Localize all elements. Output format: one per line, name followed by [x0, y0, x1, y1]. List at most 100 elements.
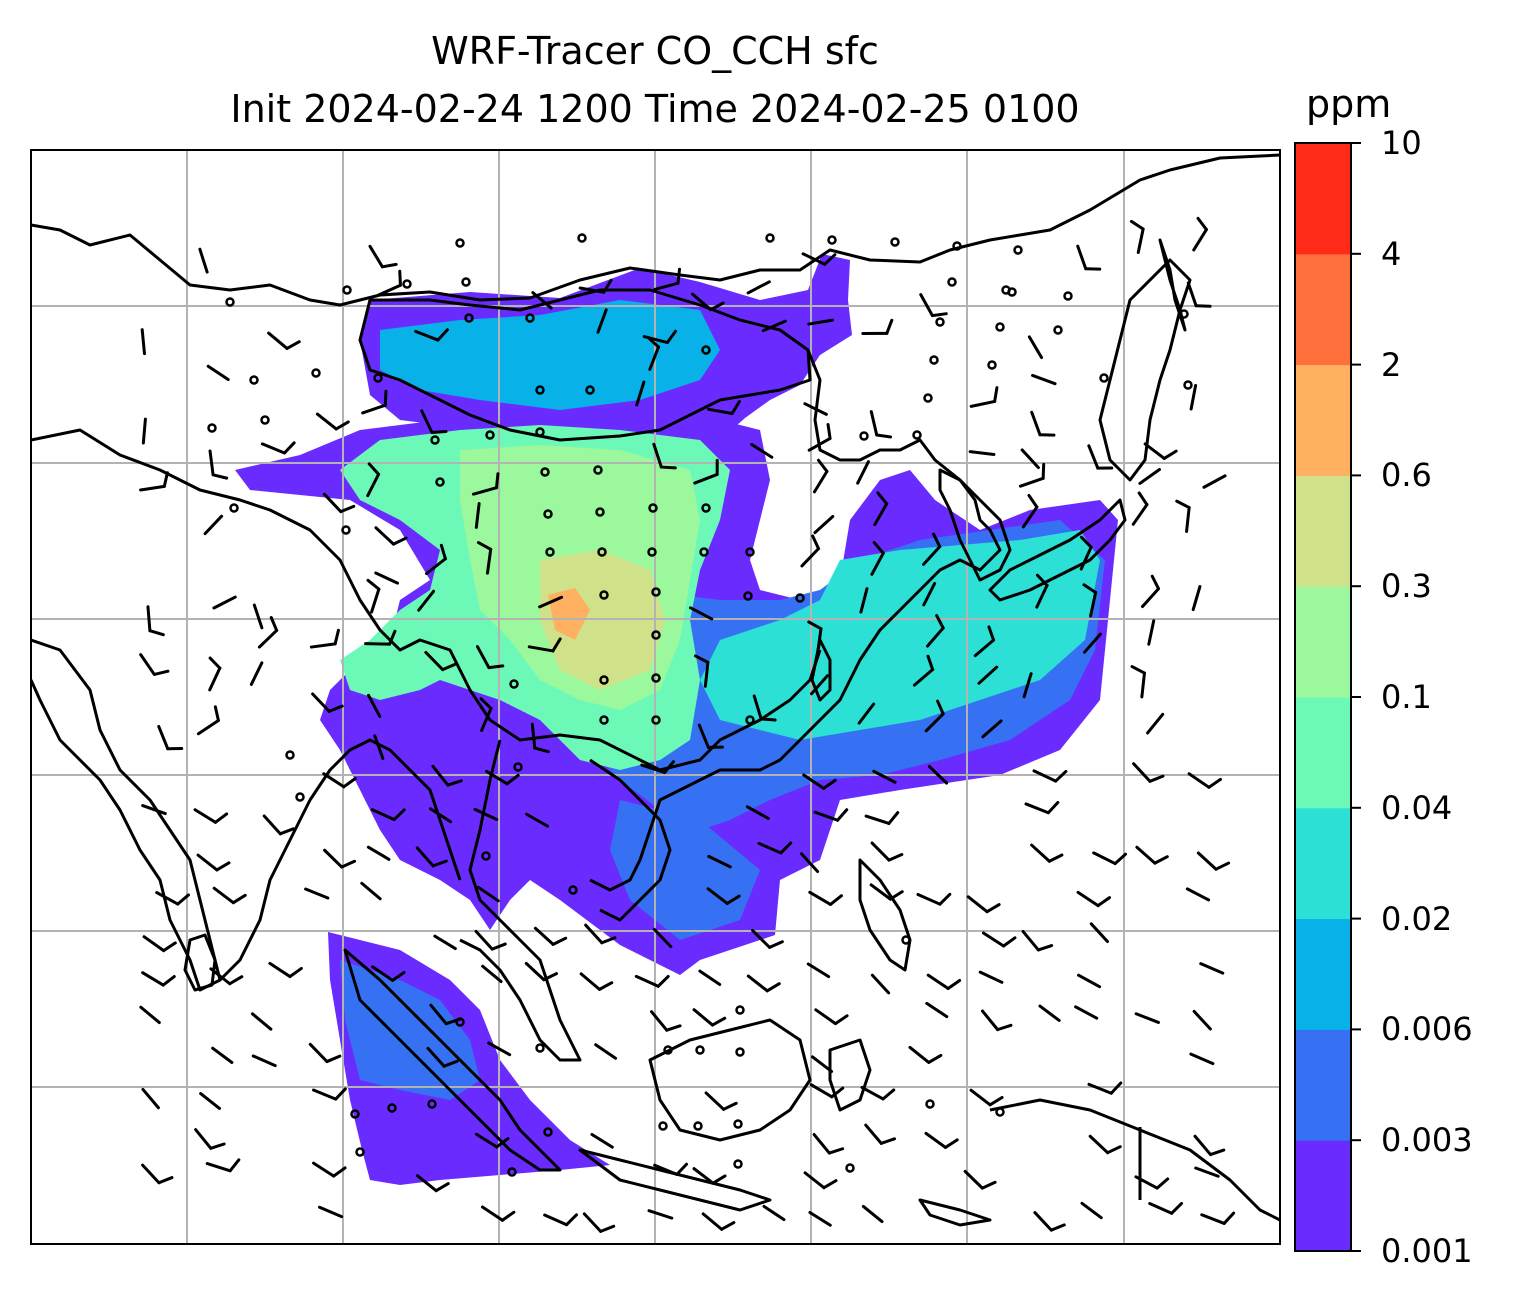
wind-barb-flag: [725, 894, 741, 905]
wind-barb-flag: [885, 318, 894, 335]
wind-barb-flag: [1175, 499, 1191, 510]
wind-barb-staff: [370, 587, 381, 614]
wind-barb-staff: [635, 380, 646, 407]
calm-wind-marker: [859, 431, 869, 441]
wind-barb-flag: [875, 433, 893, 439]
wind-barb-staff: [856, 460, 870, 485]
wind-barb-staff: [249, 661, 264, 686]
wind-barb-staff: [1087, 1082, 1113, 1095]
wind-barb-staff: [1189, 1052, 1215, 1066]
colorbar-ticks: [1351, 142, 1361, 1252]
wind-barb-staff: [367, 693, 382, 719]
wind-barb-flag: [759, 717, 777, 722]
calm-wind-marker: [735, 1047, 745, 1057]
coastline-sulawesi: [828, 1038, 872, 1112]
colorbar-segment: [1295, 1140, 1351, 1252]
wind-barb-flag: [476, 541, 493, 551]
coastline-china-east: [589, 349, 1002, 892]
calm-wind-marker: [355, 1147, 365, 1157]
colorbar-segment: [1295, 143, 1351, 255]
wind-barb-staff: [872, 769, 897, 784]
border-mongolia: [358, 288, 812, 442]
wind-barb-flag: [334, 420, 350, 431]
wind-barb-staff: [531, 291, 553, 310]
wind-barb-staff: [1089, 922, 1109, 943]
tracer-field: [235, 254, 1118, 1185]
wind-barb-staff: [318, 1205, 344, 1219]
wind-barb-staff: [429, 1003, 448, 1026]
calm-wind-marker: [699, 547, 709, 557]
wind-barb-staff: [691, 292, 713, 312]
calm-wind-marker: [585, 385, 595, 395]
colorbar-segment: [1295, 697, 1351, 809]
wind-barb-staff: [208, 449, 215, 477]
wind-barb-staff: [924, 712, 945, 733]
wind-barb-staff: [808, 1210, 832, 1227]
wind-barb-flag: [936, 699, 945, 716]
wind-barb-staff: [1076, 890, 1100, 908]
wind-barb-staff: [312, 1161, 336, 1178]
coastline-borneo: [648, 1018, 812, 1142]
wind-barb-flag: [693, 654, 710, 664]
calm-wind-marker: [485, 430, 495, 440]
calm-wind-marker: [577, 233, 587, 243]
wind-barb-staff: [1035, 583, 1049, 609]
calm-wind-marker: [543, 1127, 553, 1137]
wind-barb-staff: [377, 283, 402, 297]
colorbar-segment: [1295, 1029, 1351, 1141]
wind-barb-staff: [981, 931, 1006, 948]
wind-barb-flag: [441, 662, 458, 672]
wind-barb-flag: [431, 859, 448, 868]
wind-barb-staff: [647, 1209, 674, 1220]
wind-barb-staff: [198, 247, 209, 274]
wind-barb-flag: [391, 970, 406, 982]
wind-barb-flag: [1035, 573, 1049, 587]
wind-barb-staff: [1148, 1202, 1174, 1215]
wind-barb-flag: [162, 471, 169, 488]
wind-barb-flag: [1153, 855, 1169, 865]
wind-barb-staff: [141, 804, 167, 816]
calm-wind-marker: [651, 673, 661, 683]
wind-barb-flag: [215, 861, 231, 872]
wind-barb-staff: [1192, 1009, 1212, 1031]
wind-barb-staff: [415, 846, 435, 868]
wind-barb-staff: [1024, 802, 1050, 815]
wind-barb-flag: [597, 981, 614, 991]
wind-barb-staff: [706, 407, 734, 416]
gridlines: [31, 150, 1280, 1244]
wind-barb-staff: [1191, 585, 1202, 612]
wind-barb-flag: [1137, 491, 1149, 507]
wind-barb-flag: [1148, 774, 1165, 783]
wind-barb-staff: [315, 412, 338, 431]
wind-barb-staff: [869, 410, 879, 437]
calm-wind-marker: [481, 851, 491, 861]
wind-barb-staff: [594, 1043, 618, 1060]
wind-barb-flag: [213, 705, 220, 722]
wind-barb-staff: [968, 450, 996, 456]
wind-barb-flag: [1150, 574, 1161, 591]
calm-wind-marker: [923, 393, 933, 403]
wind-barb-staff: [476, 885, 500, 903]
calm-wind-marker: [1183, 380, 1193, 390]
wind-barb-flag: [332, 1166, 347, 1178]
wind-barb-flag: [391, 536, 408, 546]
wind-barb-flag: [366, 578, 381, 591]
wind-barb-flag: [710, 1016, 727, 1027]
wind-barb-staff: [1134, 1175, 1159, 1190]
wind-barb-staff: [205, 1162, 232, 1173]
wind-barb-staff: [692, 1167, 715, 1185]
colorbar-tick-label: 4: [1381, 234, 1402, 273]
wind-barb-staff: [812, 1133, 831, 1155]
calm-wind-marker: [350, 1109, 360, 1119]
wind-barb-staff: [857, 702, 876, 725]
wind-barb-staff: [650, 1010, 669, 1032]
wind-barb-staff: [578, 286, 606, 294]
wind-barb-flag: [722, 1101, 738, 1111]
wind-barb-staff: [1193, 1134, 1213, 1157]
wind-barb-flag: [993, 386, 999, 403]
wind-barb-flag: [730, 400, 741, 416]
calm-wind-marker: [651, 587, 661, 597]
coastline-new-guinea: [989, 1098, 1280, 1222]
wind-barb-flag: [228, 975, 244, 986]
calm-wind-marker: [525, 313, 535, 323]
